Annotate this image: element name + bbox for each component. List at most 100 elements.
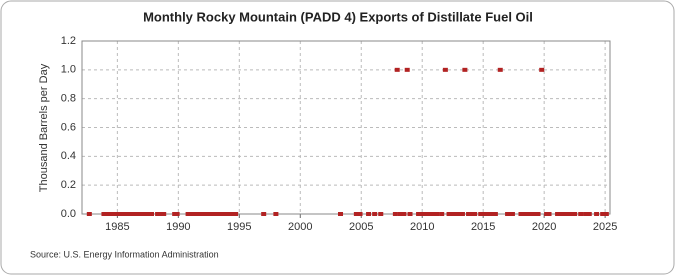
marker: [401, 212, 407, 216]
marker: [192, 212, 198, 216]
marker: [141, 212, 147, 216]
marker: [366, 212, 372, 216]
marker: [446, 212, 452, 216]
marker: [423, 212, 429, 216]
marker: [200, 212, 206, 216]
marker: [134, 212, 140, 216]
marker: [472, 212, 478, 216]
marker: [419, 212, 425, 216]
marker: [583, 212, 589, 216]
marker: [218, 212, 224, 216]
y-tick-label: 0.2: [61, 179, 76, 191]
marker: [603, 212, 609, 216]
marker: [116, 212, 122, 216]
marker: [86, 212, 92, 216]
marker: [108, 212, 114, 216]
marker: [466, 212, 472, 216]
marker: [127, 212, 133, 216]
marker: [459, 212, 465, 216]
marker: [416, 212, 422, 216]
marker: [456, 212, 462, 216]
marker: [427, 212, 433, 216]
marker: [185, 212, 191, 216]
marker: [509, 212, 515, 216]
marker: [338, 212, 344, 216]
y-tick-label: 0.0: [61, 208, 76, 220]
marker: [522, 212, 528, 216]
marker: [546, 212, 552, 216]
marker: [378, 212, 384, 216]
marker: [492, 212, 498, 216]
marker: [207, 212, 213, 216]
marker: [535, 212, 541, 216]
source: Source: U.S. Energy Information Administ…: [30, 249, 219, 259]
marker: [145, 212, 151, 216]
marker: [600, 212, 606, 216]
y-tick-label: 0.6: [61, 121, 76, 133]
marker: [594, 212, 600, 216]
y-tick-label: 0.4: [61, 150, 76, 162]
marker: [442, 67, 448, 72]
marker: [357, 212, 363, 216]
marker: [430, 212, 436, 216]
marker: [225, 212, 231, 216]
marker: [189, 212, 195, 216]
marker: [478, 212, 484, 216]
marker: [558, 212, 564, 216]
marker: [555, 212, 561, 216]
marker: [397, 212, 403, 216]
x-tick-label: 1990: [166, 221, 190, 233]
marker: [578, 212, 584, 216]
marker: [439, 212, 445, 216]
marker: [394, 67, 400, 72]
x-tick-label: 1985: [105, 221, 129, 233]
marker: [353, 212, 359, 216]
marker: [497, 67, 503, 72]
marker: [481, 212, 487, 216]
marker: [566, 212, 572, 216]
marker: [229, 212, 235, 216]
y-tick-label: 1.0: [61, 64, 76, 76]
marker: [586, 212, 592, 216]
marker: [485, 212, 491, 216]
marker: [434, 212, 440, 216]
marker: [273, 212, 279, 216]
marker: [518, 212, 524, 216]
marker: [149, 212, 155, 216]
marker: [222, 212, 228, 216]
marker: [525, 212, 531, 216]
marker: [196, 212, 202, 216]
marker: [174, 212, 180, 216]
marker: [562, 212, 568, 216]
marker: [203, 212, 209, 216]
marker: [529, 212, 535, 216]
marker: [123, 212, 129, 216]
marker: [112, 212, 118, 216]
marker: [161, 212, 167, 216]
marker: [539, 67, 545, 72]
marker: [119, 212, 125, 216]
y-axis-label: Thousand Barrels per Day: [38, 63, 50, 192]
x-tick-label: 2015: [471, 221, 495, 233]
marker: [138, 212, 144, 216]
marker: [572, 212, 578, 216]
x-tick-label: 2005: [349, 221, 373, 233]
marker: [505, 212, 511, 216]
marker: [214, 212, 220, 216]
marker: [404, 67, 410, 72]
chart-title: Monthly Rocky Mountain (PADD 4) Exports …: [143, 9, 533, 24]
marker: [489, 212, 495, 216]
x-tick-label: 1995: [227, 221, 251, 233]
marker: [155, 212, 161, 216]
y-tick-label: 1.2: [61, 35, 76, 47]
marker: [450, 212, 456, 216]
marker: [407, 212, 413, 216]
marker: [233, 212, 239, 216]
marker: [392, 212, 398, 216]
y-tick-label: 0.8: [61, 93, 76, 105]
marker: [462, 67, 468, 72]
marker: [130, 212, 136, 216]
x-tick-label: 2025: [593, 221, 617, 233]
